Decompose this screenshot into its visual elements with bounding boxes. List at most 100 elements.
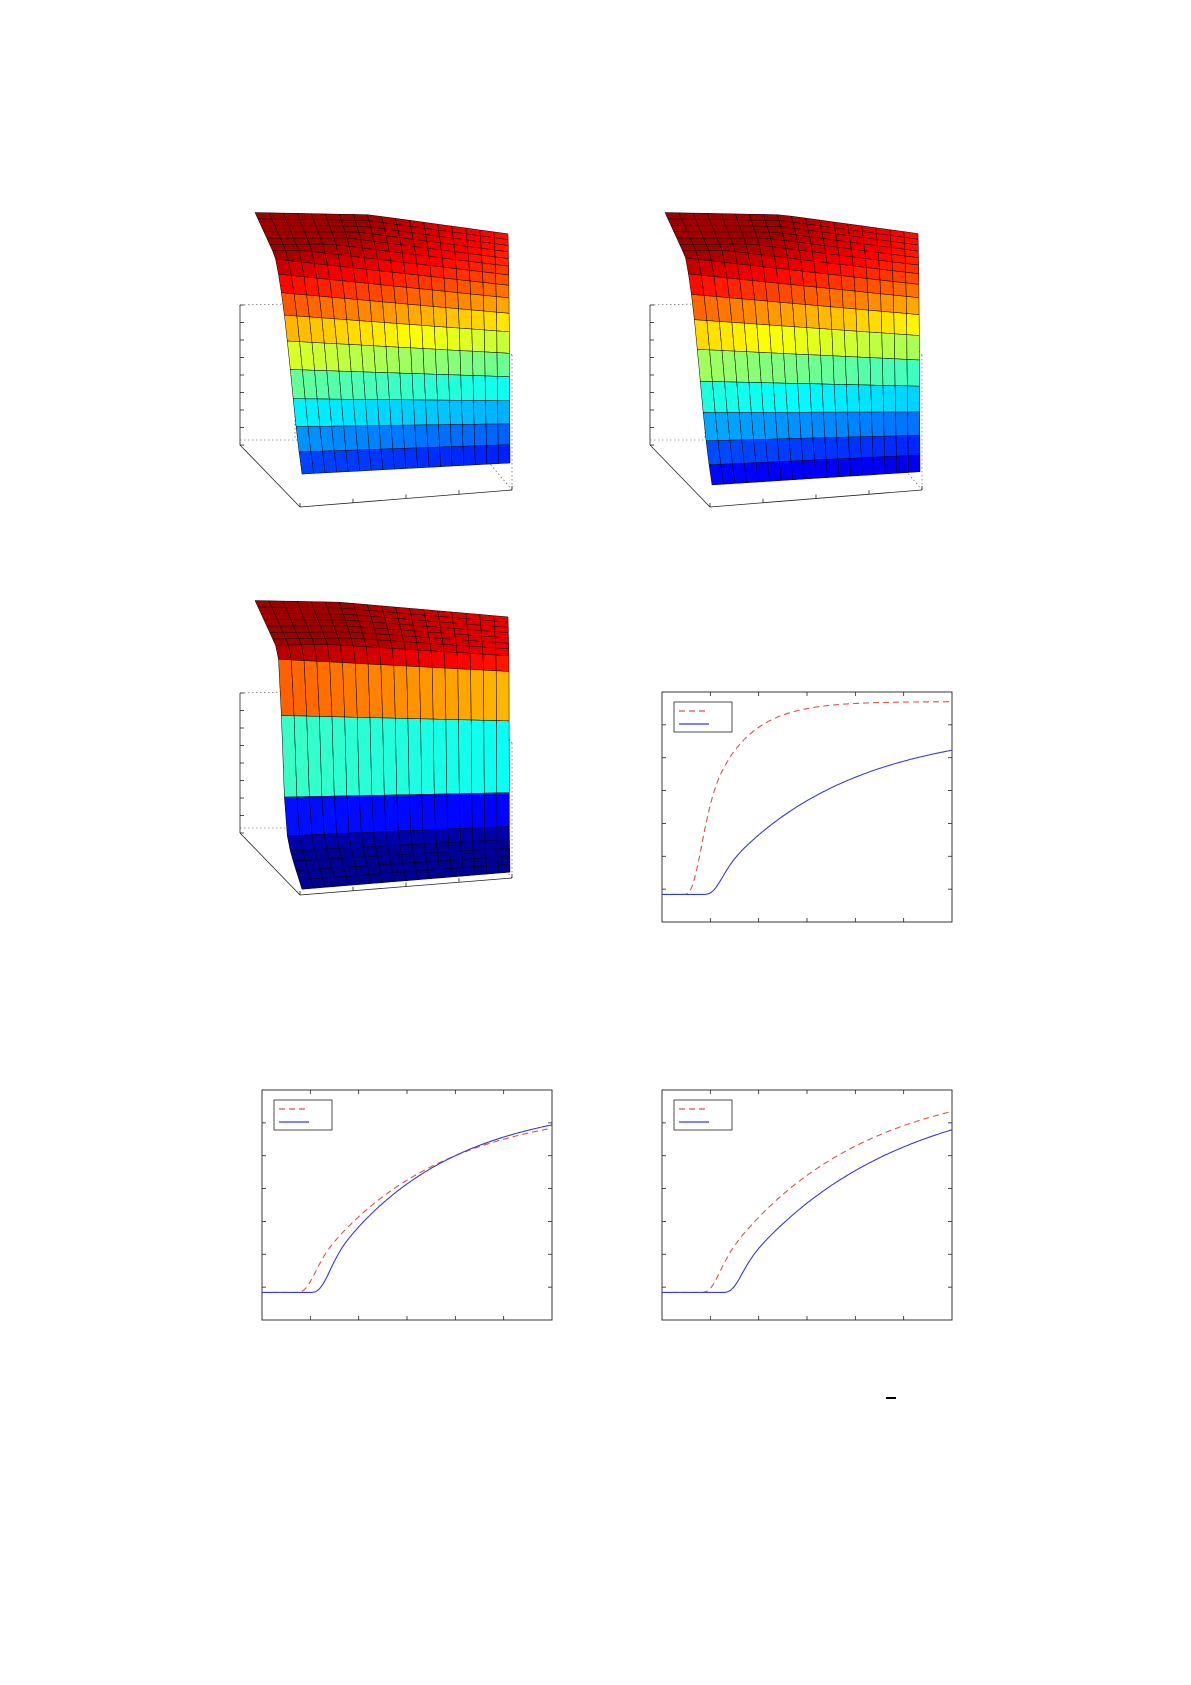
surface-patch xyxy=(802,459,817,480)
surface-patch xyxy=(754,299,770,326)
surface-patch xyxy=(486,444,499,465)
surface-patch xyxy=(411,373,426,401)
surface-patch xyxy=(392,448,407,470)
surface-patch xyxy=(357,299,373,322)
surface-patch xyxy=(353,214,370,221)
surface-patch xyxy=(343,866,358,877)
surface-patch xyxy=(881,332,895,360)
surface-patch xyxy=(779,460,794,481)
surface-patch xyxy=(393,285,409,305)
surface-patch xyxy=(469,270,484,283)
surface-patch xyxy=(322,631,339,639)
surface-patch xyxy=(320,625,337,633)
surface-patch xyxy=(420,718,435,795)
surface-patch xyxy=(895,435,909,457)
surface-patch xyxy=(840,275,856,292)
surface-patch xyxy=(777,282,793,304)
surface-patch xyxy=(771,352,786,384)
surface-patch xyxy=(359,795,374,833)
surface-patch xyxy=(765,438,780,463)
surface-patch xyxy=(355,281,371,301)
surface-patch xyxy=(777,438,792,462)
surface-patch xyxy=(760,382,776,413)
surface-patch xyxy=(410,347,425,375)
surface-patch xyxy=(461,850,475,860)
surface-patch xyxy=(457,668,472,721)
surface-patch xyxy=(471,792,485,829)
surface-patch xyxy=(399,372,414,401)
surface-patch xyxy=(334,318,350,345)
surface-patch xyxy=(378,425,394,450)
surface-patch xyxy=(820,354,835,385)
surface-patch xyxy=(835,411,849,438)
surface-patch xyxy=(872,435,885,458)
surface-patch xyxy=(470,719,485,794)
surface-patch xyxy=(459,827,474,843)
surface-patch xyxy=(882,357,896,386)
surface-patch xyxy=(380,664,396,719)
surface-patch xyxy=(451,446,465,467)
surface-patch xyxy=(816,286,831,308)
surface-patch xyxy=(482,271,497,285)
surface-patch xyxy=(814,272,830,289)
surface-mesh xyxy=(664,212,921,486)
surface-patch xyxy=(426,424,440,448)
surface-patch xyxy=(468,640,483,648)
surface-patch xyxy=(741,298,758,325)
surface-patch xyxy=(417,274,433,291)
surface-patch xyxy=(896,455,909,474)
surface-patch xyxy=(725,225,743,233)
surface-patch xyxy=(853,276,869,293)
surface-patch xyxy=(301,613,319,621)
surface-patch xyxy=(814,459,828,479)
line-plot-b xyxy=(261,1089,553,1321)
surface-patch xyxy=(369,448,384,471)
surface-patch xyxy=(355,425,370,451)
surface-patch xyxy=(449,850,463,861)
series-line-2 xyxy=(262,1124,553,1293)
surface-patch xyxy=(905,296,920,315)
surface-patch xyxy=(839,264,855,278)
surface-patch xyxy=(497,444,511,464)
surface-patch xyxy=(495,654,510,672)
surface-patch xyxy=(387,372,402,400)
surface-patch xyxy=(436,842,450,853)
surface-plot-b xyxy=(649,212,923,508)
surface-patch xyxy=(404,649,420,667)
surface-patch xyxy=(331,619,348,627)
surface-patch xyxy=(700,231,718,239)
surface-patch xyxy=(470,669,485,721)
surface-patch xyxy=(338,213,356,221)
surface-patch xyxy=(459,793,473,829)
surface-patch xyxy=(711,225,729,233)
surface-patch xyxy=(709,219,727,227)
surface-patch xyxy=(894,385,908,413)
surface-patch xyxy=(398,346,413,374)
surface-patch xyxy=(893,294,907,314)
surface-patch xyxy=(832,355,847,385)
surface-patch xyxy=(484,792,498,828)
surface-patch xyxy=(483,295,497,313)
surface-patch xyxy=(450,424,464,447)
legend-box xyxy=(673,701,733,733)
surface-patch xyxy=(443,277,459,293)
legend xyxy=(673,1099,733,1131)
surface-patch xyxy=(797,383,812,413)
surface-patch xyxy=(716,237,734,245)
surface-patch xyxy=(380,284,396,304)
surface-patch xyxy=(483,669,497,721)
legend xyxy=(673,701,733,733)
surface-patch xyxy=(439,868,453,879)
legend-box xyxy=(273,1099,333,1131)
surface-patch xyxy=(485,423,499,446)
surface-patch xyxy=(776,268,792,285)
surface-patch xyxy=(432,718,448,795)
surface-patch xyxy=(482,646,497,656)
surface-patch xyxy=(827,273,843,291)
surface-patch xyxy=(462,866,476,877)
surface-patch xyxy=(348,832,364,848)
surface-patch xyxy=(371,321,387,347)
surface-patch xyxy=(296,601,314,608)
surface-patch xyxy=(396,794,411,832)
surface-patch xyxy=(337,637,354,647)
